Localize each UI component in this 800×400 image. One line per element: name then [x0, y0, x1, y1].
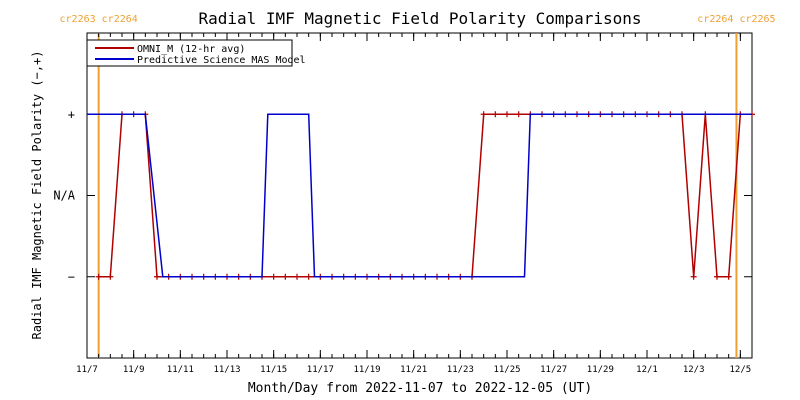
plot-frame — [86, 32, 753, 359]
x-tick-label-6: 11/19 — [353, 365, 380, 375]
series-0-point-1 — [107, 273, 114, 280]
chart-title: Radial IMF Magnetic Field Polarity Compa… — [198, 9, 641, 28]
series-line-1 — [87, 113, 752, 278]
legend-label-mas: Predictive Science MAS Model — [137, 55, 306, 66]
x-tick-label-2: 11/11 — [167, 365, 194, 375]
legend: OMNI_M (12-hr avg) Predictive Science MA… — [86, 39, 306, 67]
x-tick-label-14: 12/5 — [729, 365, 751, 375]
x-tick-label-0: 11/7 — [76, 365, 98, 375]
series-0-point-5 — [154, 273, 160, 280]
x-axis-label: Month/Day from 2022-11-07 to 2022-12-05 … — [248, 381, 592, 396]
carrington-label-0: cr2263 cr2264 — [60, 14, 138, 25]
y-tick-label-2: − — [68, 270, 75, 284]
x-tick-label-3: 11/13 — [213, 365, 240, 375]
series-line-0 — [98, 113, 752, 278]
series-0-point-36 — [515, 111, 522, 118]
x-axis-ticks: 11/7 11/9 11/11 11/13 11/15 11/17 11/19 11/21 11… — [76, 33, 753, 375]
series-layer — [87, 111, 755, 280]
series-0-point-35 — [504, 111, 510, 118]
series-0-point-53 — [714, 273, 720, 280]
series-0-point-54 — [725, 273, 732, 280]
x-tick-label-9: 11/25 — [493, 365, 520, 375]
series-0-point-33 — [480, 111, 487, 118]
x-tick-label-5: 11/17 — [307, 365, 334, 375]
y-tick-label-1: N/A — [53, 189, 75, 203]
carrington-label-1: cr2264 cr2265 — [697, 14, 775, 25]
x-tick-label-1: 11/9 — [123, 365, 145, 375]
legend-box — [86, 39, 293, 67]
series-0-point-17 — [294, 273, 300, 280]
y-axis-label: Radial IMF Magnetic Field Polarity (−,+) — [30, 51, 44, 340]
series-0-point-15 — [270, 273, 277, 280]
legend-label-omni: OMNI_M (12-hr avg) — [137, 44, 245, 55]
series-0-point-0 — [95, 273, 102, 280]
series-0-point-16 — [282, 273, 289, 280]
x-tick-label-7: 11/21 — [400, 365, 427, 375]
y-axis-ticks: + N/A − — [53, 107, 752, 284]
x-tick-label-10: 11/27 — [540, 365, 567, 375]
series-0-point-18 — [305, 273, 312, 280]
x-tick-label-11: 11/29 — [587, 365, 614, 375]
x-tick-label-13: 12/3 — [683, 365, 705, 375]
y-tick-label-0: + — [68, 107, 75, 121]
carrington-rotation-lines: cr2263 cr2264 cr2264 cr2265 — [60, 14, 776, 358]
x-tick-label-12: 12/1 — [636, 365, 658, 375]
series-0-point-34 — [492, 111, 499, 118]
x-tick-label-8: 11/23 — [447, 365, 474, 375]
x-tick-label-4: 11/15 — [260, 365, 287, 375]
series-0-point-51 — [690, 273, 697, 280]
